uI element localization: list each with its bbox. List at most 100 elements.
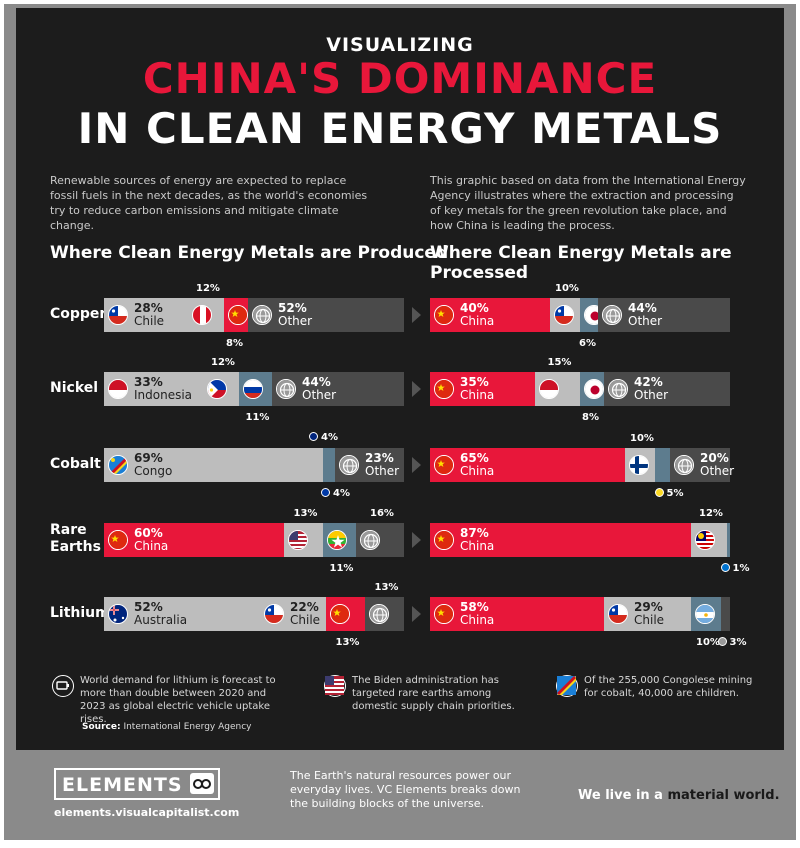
segment-label-australia: 52% Australia: [134, 600, 188, 627]
value-label-indonesia: 15%: [547, 357, 572, 368]
chile-flag-icon: [608, 604, 628, 624]
other-flag-icon: [252, 305, 272, 325]
title-main-red: CHINA'S DOMINANCE: [142, 54, 658, 103]
bar-segment-other: [721, 597, 730, 631]
row-arrow-copper: [412, 307, 421, 323]
footer-url[interactable]: elements.visualcapitalist.com: [54, 806, 240, 819]
malaysia-flag-icon: [695, 530, 715, 550]
processed-bar-cobalt: 65% China 20% Other: [430, 448, 734, 482]
metal-label-rare-earths: Rare Earths: [50, 522, 101, 555]
footer-tagline: We live in a material world.: [578, 788, 780, 803]
congo-flag-icon: [556, 675, 578, 697]
indonesia-flag-icon: [539, 379, 559, 399]
produced-bar-copper: 28% Chile 52% Other: [104, 298, 404, 332]
segment-label-china: 65% China: [460, 451, 495, 478]
segment-label-congo: 69% Congo: [134, 451, 173, 478]
segment-label-chile: 22% Chile: [290, 600, 321, 627]
bar-segment-china: [430, 597, 604, 631]
argentina-flag-icon: [695, 604, 715, 624]
row-arrow-cobalt: [412, 457, 421, 473]
value-label-russia: 4%: [321, 488, 350, 499]
australia-flag-icon: [108, 604, 128, 624]
segment-label-other: 44% Other: [302, 375, 337, 402]
other-flag-icon: [339, 455, 359, 475]
china-flag-icon: [434, 455, 454, 475]
metal-label-nickel: Nickel: [50, 380, 99, 396]
segment-label-china: 58% China: [460, 600, 495, 627]
intro-right: This graphic based on data from the Inte…: [430, 174, 746, 232]
bar-segment-other: [248, 298, 404, 332]
china-flag-icon: [434, 379, 454, 399]
indonesia-flag-icon: [108, 379, 128, 399]
processed-bar-lithium: 58% China 29% Chile: [430, 597, 730, 631]
segment-label-china: 35% China: [460, 375, 495, 402]
row-arrow-nickel: [412, 381, 421, 397]
segment-label-other: 23% Other: [365, 451, 400, 478]
finland-flag-icon: [629, 455, 649, 475]
title-main-white: IN CLEAN ENERGY METALS: [77, 104, 723, 153]
bar-segment-russia: [323, 448, 335, 482]
value-label-japan: 6%: [579, 338, 596, 349]
vc-logo-icon: [190, 773, 214, 794]
segment-label-other: 44% Other: [628, 301, 663, 328]
segment-label-china: 40% China: [460, 301, 495, 328]
value-label-usa: 13%: [293, 508, 318, 519]
footer-blurb: The Earth's natural resources power our …: [290, 769, 521, 810]
value-label-argentina: 10%: [696, 637, 720, 648]
value-label-russia: 11%: [245, 412, 270, 423]
value-label-other: 13%: [374, 582, 399, 593]
chile-flag-icon: [108, 305, 128, 325]
source-label: Source:: [82, 722, 121, 732]
philippines-flag-icon: [207, 379, 227, 399]
elements-logo[interactable]: ELEMENTS: [54, 768, 220, 800]
other-flag-icon: [276, 379, 296, 399]
processed-bar-copper: 40% China 44% Other: [430, 298, 730, 332]
note-cobalt: Of the 255,000 Congolese mining for coba…: [584, 675, 753, 699]
usa-flag-icon: [288, 530, 308, 550]
lithium-battery-icon: [52, 675, 74, 697]
produced-bar-rare-earths: 60% China: [104, 523, 404, 557]
myanmar-flag-icon: [327, 530, 347, 550]
tagline-part-a: We live in a: [578, 788, 668, 803]
segment-label-other: 52% Other: [278, 301, 313, 328]
other-flag-icon: [602, 305, 622, 325]
produced-bar-cobalt: 69% Congo 23% Other: [104, 448, 404, 482]
segment-label-china: 87% China: [460, 526, 495, 553]
bar-segment-congo: [104, 448, 311, 482]
china-flag-icon: [228, 305, 248, 325]
segment-label-other: 42% Other: [634, 375, 669, 402]
value-label-china: 13%: [335, 637, 360, 648]
russia-flag-icon: [243, 379, 263, 399]
title-kicker: VISUALIZING: [326, 34, 474, 56]
intro-left: Renewable sources of energy are expected…: [50, 174, 368, 232]
segment-label-indonesia: 33% Indonesia: [134, 375, 193, 402]
note-lithium: World demand for lithium is forecast to …: [80, 675, 276, 725]
value-label-malaysia: 12%: [699, 508, 723, 519]
usa-flag-icon: [324, 675, 346, 697]
processed-heading: Where Clean Energy Metals are Processed: [430, 243, 732, 283]
other-flag-icon: [608, 379, 628, 399]
bar-segment-belgium: [655, 448, 670, 482]
value-label-peru: 12%: [196, 283, 220, 294]
source-line: Source: International Energy Agency: [82, 722, 252, 732]
produced-heading: Where Clean Energy Metals are Produced: [50, 243, 449, 263]
value-label-finland: 10%: [630, 433, 654, 444]
metal-label-lithium: Lithium: [50, 605, 110, 621]
china-flag-icon: [108, 530, 128, 550]
segment-label-chile: 28% Chile: [134, 301, 165, 328]
china-flag-icon: [434, 604, 454, 624]
logo-text: ELEMENTS: [62, 774, 183, 796]
bar-segment-estonia: [727, 523, 730, 557]
other-flag-icon: [360, 530, 380, 550]
tagline-part-b: material world.: [667, 788, 780, 803]
bar-segment-china: [430, 448, 625, 482]
bar-segment-china: [430, 523, 691, 557]
bar-segment-australia: [311, 448, 323, 482]
value-label-myanmar: 11%: [329, 563, 354, 574]
chile-flag-icon: [264, 604, 284, 624]
processed-bar-nickel: 35% China 42% Other: [430, 372, 730, 406]
chile-flag-icon: [554, 305, 574, 325]
value-label-estonia: 1%: [720, 563, 749, 574]
produced-bar-nickel: 33% Indonesia 44% Other: [104, 372, 404, 406]
other-flag-icon: [674, 455, 694, 475]
